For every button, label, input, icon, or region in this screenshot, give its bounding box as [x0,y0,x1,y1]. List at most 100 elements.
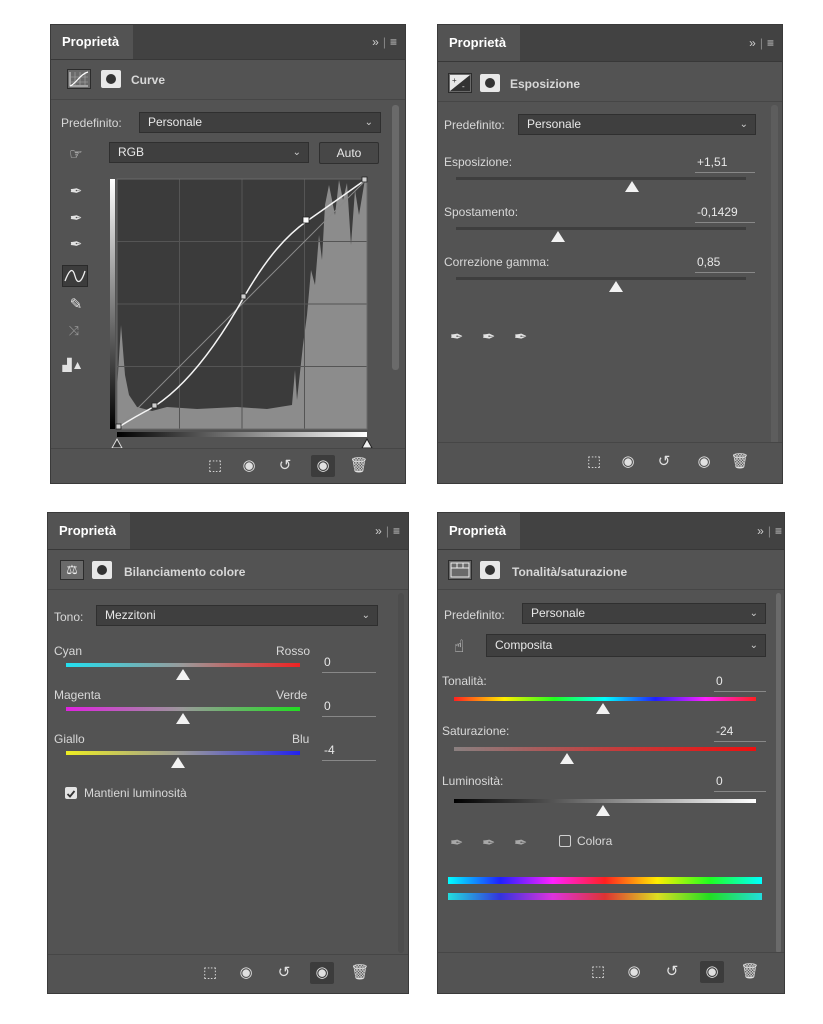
target-adjust-hand-icon[interactable]: ☝ [453,637,465,656]
properties-tab[interactable]: Proprietà [48,513,131,549]
view-previous-icon[interactable]: ◉ [242,457,256,474]
preserve-luminosity-checkbox[interactable] [65,787,77,799]
visibility-eye-icon[interactable]: ◉ [697,453,711,470]
panel-menu-controls[interactable]: » | ≡ [375,524,400,538]
scrollbar[interactable] [392,105,399,370]
cyan-red-value[interactable]: 0 [322,655,376,673]
menu-icon[interactable]: ≡ [389,35,397,49]
offset-slider-track[interactable] [456,227,746,230]
reset-icon[interactable]: ↺ [657,453,671,470]
clip-to-layer-icon[interactable]: ⬚ [586,453,602,470]
mask-icon[interactable] [480,74,500,92]
hue-value[interactable]: 0 [714,674,766,692]
gray-point-eyedropper-icon[interactable]: ✒ [69,210,83,227]
trash-icon[interactable]: 🗑 [730,453,750,470]
range-dropdown[interactable]: Composita ⌄ [486,634,766,657]
lightness-slider-track[interactable] [454,799,756,803]
properties-tab[interactable]: Proprietà [51,25,134,59]
saturation-slider-track[interactable] [454,747,756,751]
hue-slider-track[interactable] [454,697,756,701]
magenta-green-value[interactable]: 0 [322,699,376,717]
preset-dropdown[interactable]: Personale ⌄ [518,114,756,135]
black-point-eyedropper-icon[interactable]: ✒ [69,183,83,200]
mask-icon[interactable] [480,561,500,579]
saturation-value[interactable]: -24 [714,724,766,742]
panel-menu-controls[interactable]: » | ≡ [749,36,774,50]
white-point-eyedropper-icon[interactable]: ✒ [514,329,528,346]
lightness-slider-thumb[interactable] [596,805,610,816]
preset-dropdown[interactable]: Personale ⌄ [522,603,766,624]
yellow-blue-slider-track[interactable] [66,751,300,755]
magenta-green-slider-track[interactable] [66,707,300,711]
reset-icon[interactable]: ↺ [278,457,292,474]
exposure-icon[interactable]: + - [448,73,472,93]
collapse-icon[interactable]: » [757,524,764,538]
clipping-warning-icon[interactable]: ▟▲ [62,358,84,372]
smooth-curve-icon[interactable]: ⤨ [68,323,80,338]
offset-value[interactable]: -0,1429 [695,205,755,223]
yellow-blue-slider-thumb[interactable] [171,757,185,768]
preset-dropdown[interactable]: Personale ⌄ [139,112,381,133]
eyedropper-icon[interactable]: ✒ [450,835,464,852]
scales-icon[interactable]: ⚖ [60,560,84,580]
yellow-blue-value[interactable]: -4 [322,743,376,761]
properties-tab[interactable]: Proprietà [438,513,521,549]
scrollbar[interactable] [771,105,778,445]
gamma-slider-track[interactable] [456,277,746,280]
menu-icon[interactable]: ≡ [774,524,782,538]
offset-slider-thumb[interactable] [551,231,565,242]
subtract-from-sample-eyedropper-icon[interactable]: ✒ [514,835,528,852]
tone-dropdown[interactable]: Mezzitoni ⌄ [96,605,378,626]
pencil-icon[interactable]: ✎ [69,296,83,313]
menu-icon[interactable]: ≡ [392,524,400,538]
exposure-slider-track[interactable] [456,177,746,180]
menu-icon[interactable]: ≡ [766,36,774,50]
clip-to-layer-icon[interactable]: ⬚ [202,964,218,981]
visibility-eye-icon[interactable]: ◉ [311,455,335,477]
mask-icon[interactable] [101,70,121,88]
visibility-eye-icon[interactable]: ◉ [700,961,724,983]
view-previous-icon[interactable]: ◉ [621,453,635,470]
add-to-sample-eyedropper-icon[interactable]: ✒ [482,835,496,852]
reset-icon[interactable]: ↺ [277,964,291,981]
scrollbar[interactable] [398,593,404,953]
colorize-checkbox[interactable] [559,835,571,847]
view-previous-icon[interactable]: ◉ [239,964,253,981]
cyan-red-slider-thumb[interactable] [176,669,190,680]
scrollbar[interactable] [776,593,781,953]
panel-menu-controls[interactable]: » | ≡ [757,524,782,538]
target-adjust-hand-icon[interactable]: ☞ [69,146,83,163]
auto-button[interactable]: Auto [319,142,379,164]
visibility-eye-icon[interactable]: ◉ [310,962,334,984]
reset-icon[interactable]: ↺ [665,963,679,980]
magenta-green-slider-thumb[interactable] [176,713,190,724]
exposure-value[interactable]: +1,51 [695,155,755,173]
collapse-icon[interactable]: » [749,36,756,50]
clip-to-layer-icon[interactable]: ⬚ [590,963,606,980]
properties-tab[interactable]: Proprietà [438,25,521,61]
cyan-red-slider-track[interactable] [66,663,300,667]
hue-saturation-icon[interactable] [448,560,472,580]
collapse-icon[interactable]: » [372,35,379,49]
panel-menu-controls[interactable]: » | ≡ [372,35,397,49]
trash-icon[interactable]: 🗑 [349,457,369,474]
hue-slider-thumb[interactable] [596,703,610,714]
curve-points-tool-icon[interactable] [62,265,88,287]
saturation-slider-thumb[interactable] [560,753,574,764]
curves-icon[interactable] [67,69,91,89]
white-point-eyedropper-icon[interactable]: ✒ [69,236,83,253]
curve-graph[interactable] [107,175,373,455]
view-previous-icon[interactable]: ◉ [627,963,641,980]
gamma-slider-thumb[interactable] [609,281,623,292]
gray-point-eyedropper-icon[interactable]: ✒ [482,329,496,346]
trash-icon[interactable]: 🗑 [350,964,370,981]
exposure-slider-thumb[interactable] [625,181,639,192]
mask-icon[interactable] [92,561,112,579]
black-point-eyedropper-icon[interactable]: ✒ [450,329,464,346]
lightness-value[interactable]: 0 [714,774,766,792]
clip-to-layer-icon[interactable]: ⬚ [207,457,223,474]
trash-icon[interactable]: 🗑 [740,963,760,980]
gamma-value[interactable]: 0,85 [695,255,755,273]
channel-dropdown[interactable]: RGB ⌄ [109,142,309,163]
collapse-icon[interactable]: » [375,524,382,538]
